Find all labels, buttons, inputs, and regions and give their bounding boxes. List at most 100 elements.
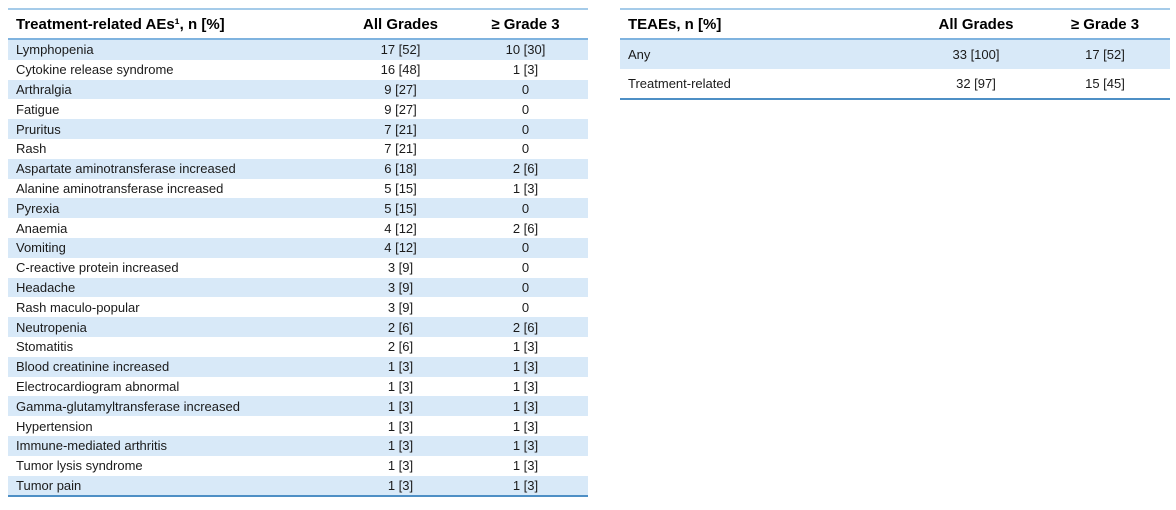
all-grades-cell: 3 [9] bbox=[338, 257, 463, 278]
all-grades-cell: 32 [97] bbox=[912, 69, 1040, 99]
table-row: Cytokine release syndrome 16 [48] 1 [3] bbox=[8, 59, 588, 80]
grade3-cell: 0 bbox=[463, 297, 588, 318]
grade3-cell: 1 [3] bbox=[463, 475, 588, 497]
ae-term-cell: Headache bbox=[8, 277, 338, 298]
table-row: Arthralgia 9 [27] 0 bbox=[8, 79, 588, 100]
all-grades-cell: 9 [27] bbox=[338, 99, 463, 120]
column-header-all-grades: All Grades bbox=[912, 9, 1040, 40]
ae-term-cell: C-reactive protein increased bbox=[8, 257, 338, 278]
ae-term-cell: Pruritus bbox=[8, 119, 338, 139]
table-row: Tumor pain 1 [3] 1 [3] bbox=[8, 475, 588, 497]
column-header-all-grades: All Grades bbox=[338, 9, 463, 40]
grade3-cell: 0 bbox=[463, 119, 588, 139]
ae-term-cell: Stomatitis bbox=[8, 336, 338, 357]
table-row: Tumor lysis syndrome 1 [3] 1 [3] bbox=[8, 455, 588, 476]
table-row: Headache 3 [9] 0 bbox=[8, 277, 588, 298]
table-row: Pyrexia 5 [15] 0 bbox=[8, 198, 588, 219]
grade3-cell: 1 [3] bbox=[463, 356, 588, 377]
table-row: Any 33 [100] 17 [52] bbox=[620, 39, 1170, 69]
table-row: Pruritus 7 [21] 0 bbox=[8, 119, 588, 139]
table-row: Blood creatinine increased 1 [3] 1 [3] bbox=[8, 356, 588, 377]
ae-term-cell: Arthralgia bbox=[8, 79, 338, 100]
header-row: TEAEs, n [%] All Grades ≥ Grade 3 bbox=[620, 9, 1170, 40]
grade3-cell: 15 [45] bbox=[1040, 69, 1170, 99]
grade3-cell: 2 [6] bbox=[463, 317, 588, 337]
table-row: Immune-mediated arthritis 1 [3] 1 [3] bbox=[8, 435, 588, 456]
ae-term-cell: Pyrexia bbox=[8, 198, 338, 219]
ae-term-cell: Immune-mediated arthritis bbox=[8, 435, 338, 456]
table-row: Lymphopenia 17 [52] 10 [30] bbox=[8, 39, 588, 60]
ae-term-cell: Tumor pain bbox=[8, 475, 338, 497]
all-grades-cell: 5 [15] bbox=[338, 198, 463, 219]
table-row: Electrocardiogram abnormal 1 [3] 1 [3] bbox=[8, 376, 588, 397]
ae-term-cell: Blood creatinine increased bbox=[8, 356, 338, 377]
grade3-cell: 0 bbox=[463, 257, 588, 278]
table-row: Alanine aminotransferase increased 5 [15… bbox=[8, 178, 588, 199]
grade3-cell: 1 [3] bbox=[463, 336, 588, 357]
all-grades-cell: 5 [15] bbox=[338, 178, 463, 199]
ae-term-cell: Aspartate aminotransferase increased bbox=[8, 158, 338, 179]
grade3-cell: 2 [6] bbox=[463, 158, 588, 179]
all-grades-cell: 2 [6] bbox=[338, 317, 463, 337]
grade3-cell: 1 [3] bbox=[463, 396, 588, 417]
table-row: Hypertension 1 [3] 1 [3] bbox=[8, 416, 588, 436]
column-header-treatment-related-aes: Treatment-related AEs¹, n [%] bbox=[8, 9, 338, 40]
all-grades-cell: 17 [52] bbox=[338, 39, 463, 60]
table-row: Anaemia 4 [12] 2 [6] bbox=[8, 218, 588, 238]
grade3-cell: 1 [3] bbox=[463, 435, 588, 456]
grade3-cell: 17 [52] bbox=[1040, 39, 1170, 69]
grade3-cell: 1 [3] bbox=[463, 178, 588, 199]
ae-term-cell: Rash maculo-popular bbox=[8, 297, 338, 318]
all-grades-cell: 2 [6] bbox=[338, 336, 463, 357]
ae-term-cell: Cytokine release syndrome bbox=[8, 59, 338, 80]
column-header-grade3: ≥ Grade 3 bbox=[1040, 9, 1170, 40]
grade3-cell: 0 bbox=[463, 277, 588, 298]
ae-term-cell: Alanine aminotransferase increased bbox=[8, 178, 338, 199]
ae-term-cell: Anaemia bbox=[8, 218, 338, 238]
all-grades-cell: 9 [27] bbox=[338, 79, 463, 100]
grade3-cell: 1 [3] bbox=[463, 455, 588, 476]
ae-term-cell: Neutropenia bbox=[8, 317, 338, 337]
ae-term-cell: Tumor lysis syndrome bbox=[8, 455, 338, 476]
all-grades-cell: 16 [48] bbox=[338, 59, 463, 80]
column-header-grade3: ≥ Grade 3 bbox=[463, 9, 588, 40]
ae-term-cell: Rash bbox=[8, 138, 338, 159]
table-row: Stomatitis 2 [6] 1 [3] bbox=[8, 336, 588, 357]
grade3-cell: 0 bbox=[463, 79, 588, 100]
all-grades-cell: 7 [21] bbox=[338, 119, 463, 139]
grade3-cell: 1 [3] bbox=[463, 416, 588, 436]
header-row: Treatment-related AEs¹, n [%] All Grades… bbox=[8, 9, 588, 40]
grade3-cell: 1 [3] bbox=[463, 376, 588, 397]
grade3-cell: 0 bbox=[463, 198, 588, 219]
grade3-cell: 2 [6] bbox=[463, 218, 588, 238]
all-grades-cell: 1 [3] bbox=[338, 376, 463, 397]
table-row: Rash maculo-popular 3 [9] 0 bbox=[8, 297, 588, 318]
all-grades-cell: 4 [12] bbox=[338, 237, 463, 258]
table-row: Fatigue 9 [27] 0 bbox=[8, 99, 588, 120]
ae-term-cell: Gamma-glutamyltransferase increased bbox=[8, 396, 338, 417]
grade3-cell: 0 bbox=[463, 99, 588, 120]
teaes-summary-table: TEAEs, n [%] All Grades ≥ Grade 3 Any 33… bbox=[620, 8, 1170, 100]
ae-term-cell: Vomiting bbox=[8, 237, 338, 258]
table-row: Gamma-glutamyltransferase increased 1 [3… bbox=[8, 396, 588, 417]
grade3-cell: 10 [30] bbox=[463, 39, 588, 60]
all-grades-cell: 4 [12] bbox=[338, 218, 463, 238]
grade3-cell: 1 [3] bbox=[463, 59, 588, 80]
table-row: Neutropenia 2 [6] 2 [6] bbox=[8, 317, 588, 337]
table-row: Treatment-related 32 [97] 15 [45] bbox=[620, 69, 1170, 99]
grade3-cell: 0 bbox=[463, 237, 588, 258]
teae-term-cell: Treatment-related bbox=[620, 69, 912, 99]
all-grades-cell: 33 [100] bbox=[912, 39, 1040, 69]
all-grades-cell: 3 [9] bbox=[338, 277, 463, 298]
all-grades-cell: 1 [3] bbox=[338, 475, 463, 497]
column-header-teaes: TEAEs, n [%] bbox=[620, 9, 912, 40]
all-grades-cell: 1 [3] bbox=[338, 356, 463, 377]
teae-table-body: Any 33 [100] 17 [52] Treatment-related 3… bbox=[620, 39, 1170, 99]
all-grades-cell: 1 [3] bbox=[338, 435, 463, 456]
teae-term-cell: Any bbox=[620, 39, 912, 69]
table-row: C-reactive protein increased 3 [9] 0 bbox=[8, 257, 588, 278]
all-grades-cell: 7 [21] bbox=[338, 138, 463, 159]
ae-table-body: Lymphopenia 17 [52] 10 [30] Cytokine rel… bbox=[8, 39, 588, 497]
grade3-cell: 0 bbox=[463, 138, 588, 159]
treatment-related-aes-table: Treatment-related AEs¹, n [%] All Grades… bbox=[8, 8, 588, 498]
